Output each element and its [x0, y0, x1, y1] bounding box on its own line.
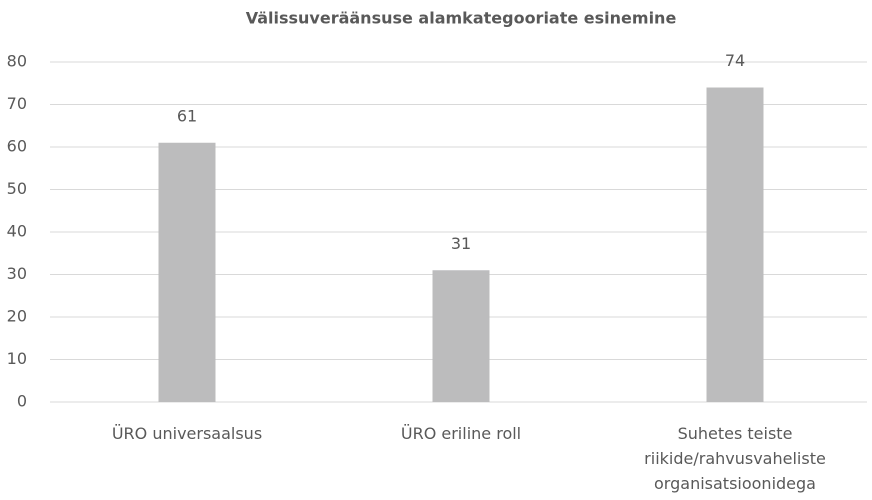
chart-title: Välissuveräänsuse alamkategooriate esine… [246, 9, 677, 28]
y-tick-label: 60 [7, 137, 27, 156]
y-tick-label: 80 [7, 52, 27, 71]
data-label: 31 [451, 234, 471, 253]
data-label: 61 [177, 106, 197, 125]
x-tick-label: ÜRO eriline roll [400, 424, 522, 443]
bar [158, 142, 216, 402]
bar [432, 270, 490, 402]
y-tick-label: 70 [7, 94, 27, 113]
x-tick-label: ÜRO universaalsus [111, 424, 263, 443]
y-tick-label: 40 [7, 222, 27, 241]
y-tick-label: 30 [7, 264, 27, 283]
y-tick-label: 50 [7, 179, 27, 198]
y-tick-label: 10 [7, 349, 27, 368]
data-label: 74 [725, 51, 745, 70]
x-tick-label: Suhetes teiste riikide/rahvusvaheliste o… [644, 424, 826, 493]
y-tick-label: 20 [7, 307, 27, 326]
y-tick-label: 0 [17, 392, 27, 411]
bar [706, 87, 764, 402]
